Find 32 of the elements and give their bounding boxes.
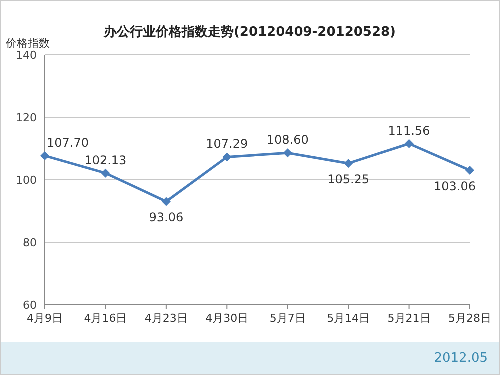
text: 111.56 bbox=[388, 124, 430, 138]
point bbox=[404, 139, 414, 148]
text: 107.70 bbox=[47, 136, 89, 150]
text: 102.13 bbox=[84, 153, 127, 168]
text: 103.06 bbox=[434, 179, 476, 194]
point bbox=[162, 197, 171, 206]
point bbox=[101, 168, 110, 178]
x-tick-label: 5月7日 bbox=[270, 312, 306, 325]
text: 108.60 bbox=[266, 133, 309, 148]
text: 105.25 bbox=[328, 172, 370, 187]
y-tick-label: 80 bbox=[23, 236, 37, 250]
y-axis-title: 价格指数 bbox=[5, 37, 50, 50]
x-tick-label: 4月16日 bbox=[84, 312, 128, 325]
text: 2012.05 bbox=[434, 351, 488, 366]
x-tick-label: 4月30日 bbox=[206, 312, 249, 325]
point bbox=[283, 148, 292, 158]
x-tick-label: 4月9日 bbox=[27, 312, 63, 325]
text: 93.06 bbox=[149, 210, 184, 225]
y-tick-label: 120 bbox=[16, 112, 37, 124]
x-tick-label: 5月21日 bbox=[388, 312, 431, 325]
text: 107.29 bbox=[206, 137, 248, 152]
y-tick-label: 100 bbox=[16, 174, 37, 187]
point bbox=[40, 151, 50, 160]
y-tick-label: 60 bbox=[23, 299, 37, 312]
point bbox=[222, 152, 232, 162]
point bbox=[466, 166, 474, 175]
y-tick-label: 140 bbox=[16, 49, 37, 62]
chart-title: 办公行业价格指数走势(20120409-20120528) bbox=[102, 24, 396, 40]
point bbox=[344, 159, 354, 168]
x-tick-label: 5月28日 bbox=[448, 312, 492, 325]
x-tick-label: 5月14日 bbox=[327, 312, 370, 325]
x-tick-label: 4月23日 bbox=[144, 312, 188, 325]
